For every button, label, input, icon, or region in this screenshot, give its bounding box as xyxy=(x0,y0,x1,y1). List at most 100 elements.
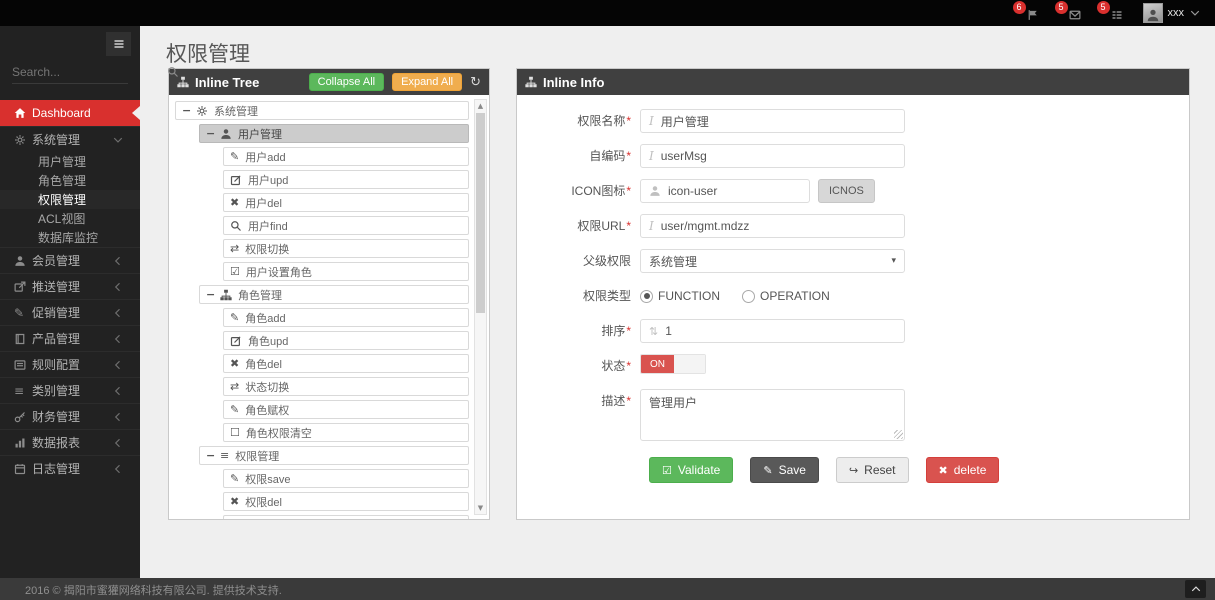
refresh-icon[interactable]: ↻ xyxy=(470,74,481,90)
tree-row[interactable]: ☑ 用户设置角色 xyxy=(223,262,469,281)
sidebar-item-push[interactable]: 推送管理 xyxy=(0,273,140,299)
field-label: ICON图标* xyxy=(571,184,631,198)
notification-group: 6 5 5 xyxy=(1012,1,1123,21)
chevron-left-icon xyxy=(112,463,130,475)
tree-row[interactable]: ⇄ 状态切换 xyxy=(223,377,469,396)
parent-select[interactable]: 系统管理 ▾ xyxy=(640,249,905,273)
sidebar-subitem[interactable]: 用户管理 xyxy=(38,155,87,169)
sort-input[interactable]: ⇅ 1 xyxy=(640,319,905,343)
sidebar-item-product[interactable]: 产品管理 xyxy=(0,325,140,351)
user-menu[interactable]: xxx xyxy=(1142,3,1202,23)
home-icon xyxy=(14,107,32,119)
tree-row-label: 提交校验 xyxy=(248,517,292,520)
sidebar-item-log[interactable]: 日志管理 xyxy=(0,455,140,481)
inline-tree-panel: Inline Tree Collapse All Expand All ↻ − 系… xyxy=(168,68,490,520)
sidebar-item-report[interactable]: 数据报表 xyxy=(0,429,140,455)
tree-row[interactable]: − ≡ 权限管理 xyxy=(199,446,469,465)
sidebar-item-system[interactable]: 系统管理 xyxy=(0,126,140,152)
search-input[interactable] xyxy=(12,64,167,79)
radio-label: OPERATION xyxy=(760,289,830,303)
tree-row-label: 权限切换 xyxy=(245,243,290,256)
sidebar-toggle-button[interactable] xyxy=(106,32,131,56)
sidebar-item-label: 类别管理 xyxy=(32,384,81,398)
expand-all-button[interactable]: Expand All xyxy=(392,73,463,91)
sidebar-item-promo[interactable]: ✎ 促销管理 xyxy=(0,299,140,325)
field-row-code: 自编码* I userMsg xyxy=(517,144,1189,168)
sidebar-subitem[interactable]: 权限管理 xyxy=(0,190,140,209)
tree-row[interactable]: − 系统管理 xyxy=(175,101,469,120)
top-bar: 6 5 5 xxx xyxy=(0,0,1215,26)
notification-flag-icon[interactable]: 6 xyxy=(1012,1,1039,21)
sidebar-item-member[interactable]: 会员管理 xyxy=(0,247,140,273)
tree-row-label: 用户find xyxy=(248,220,288,233)
scrollbar-down-arrow[interactable]: ▼ xyxy=(477,504,484,512)
x-icon: ✖ xyxy=(230,357,240,370)
tree-row[interactable]: 提交校验 xyxy=(223,515,469,519)
tree-row[interactable]: 用户find xyxy=(223,216,469,235)
icon-input[interactable]: icon-user xyxy=(640,179,810,203)
sidebar-subitem[interactable]: 数据库监控 xyxy=(38,231,99,245)
radio-dot[interactable] xyxy=(742,289,755,303)
url-input[interactable]: I user/mgmt.mdzz xyxy=(640,214,905,238)
sidebar-item-label: 会员管理 xyxy=(32,254,81,268)
tree-expander[interactable]: − xyxy=(206,288,216,301)
field-row-sort: 排序* ⇅ 1 xyxy=(517,319,1189,343)
flag-icon xyxy=(1027,9,1039,21)
sidebar-subitem[interactable]: ACL视图 xyxy=(38,212,86,226)
status-toggle[interactable]: ON xyxy=(640,354,706,374)
name-input[interactable]: I 用户管理 xyxy=(640,109,905,133)
sidebar-item-finance[interactable]: 财务管理 xyxy=(0,403,140,429)
delete-button[interactable]: ✖ delete xyxy=(925,457,1000,483)
required-asterisk: * xyxy=(626,184,631,198)
required-asterisk: * xyxy=(626,114,631,128)
tree-row[interactable]: − 用户管理 xyxy=(199,124,469,143)
sidebar-item-dashboard[interactable]: Dashboard xyxy=(0,100,140,126)
tree-row[interactable]: − 角色管理 xyxy=(199,285,469,304)
tree-row[interactable]: 角色upd xyxy=(223,331,469,350)
scrollbar-thumb[interactable] xyxy=(476,113,485,313)
icnos-button[interactable]: ICNOS xyxy=(818,179,875,203)
tree-row[interactable]: ☐ 角色权限清空 xyxy=(223,423,469,442)
name-value: 用户管理 xyxy=(660,114,709,129)
tree-row[interactable]: ✖ 权限del xyxy=(223,492,469,511)
list-alt-icon xyxy=(14,359,32,371)
code-input[interactable]: I userMsg xyxy=(640,144,905,168)
scrollbar-up-arrow[interactable]: ▲ xyxy=(477,102,484,110)
tree-row[interactable]: ⇄ 权限切换 xyxy=(223,239,469,258)
radio-function[interactable]: FUNCTION xyxy=(640,289,720,303)
tree-row[interactable]: ✎ 权限save xyxy=(223,469,469,488)
info-panel-header: Inline Info xyxy=(517,69,1189,95)
sidebar-item-rules[interactable]: 规则配置 xyxy=(0,351,140,377)
tree-row[interactable]: ✖ 角色del xyxy=(223,354,469,373)
validate-button[interactable]: ☑ Validate xyxy=(649,457,734,483)
radio-operation[interactable]: OPERATION xyxy=(742,289,830,303)
tree-scrollbar[interactable]: ▲ ▼ xyxy=(474,99,487,515)
tree-row[interactable]: 用户upd xyxy=(223,170,469,189)
hamburger-icon xyxy=(113,38,125,50)
radio-dot[interactable] xyxy=(640,289,653,303)
tree-row[interactable]: ✖ 用户del xyxy=(223,193,469,212)
sidebar-item-category[interactable]: ≡ 类别管理 xyxy=(0,377,140,403)
tree-body: − 系统管理 − 用户管理 ✎ 用户add 用户upd ✖ 用户del 用户find ⇄ 权限切换 ☑ 用… xyxy=(169,95,489,519)
tree-expander[interactable]: − xyxy=(182,104,192,117)
description-textarea[interactable]: 管理用户 xyxy=(640,389,905,441)
notification-envelope-icon[interactable]: 5 xyxy=(1054,1,1081,21)
back-to-top-button[interactable] xyxy=(1185,580,1206,598)
tree-expander[interactable]: − xyxy=(206,127,216,140)
pencil-icon: ✎ xyxy=(230,311,240,324)
edit-icon xyxy=(230,519,242,520)
book-icon xyxy=(14,333,32,345)
save-button[interactable]: ✎ Save xyxy=(750,457,819,483)
collapse-all-button[interactable]: Collapse All xyxy=(308,73,385,91)
sidebar-item-label: 系统管理 xyxy=(32,133,81,147)
sidebar-subitem[interactable]: 角色管理 xyxy=(38,174,87,188)
reset-button[interactable]: ↪ Reset xyxy=(835,457,909,483)
tree-expander[interactable]: − xyxy=(206,449,216,462)
tree-row[interactable]: ✎ 角色add xyxy=(223,308,469,327)
bars-icon: ≡ xyxy=(14,383,25,398)
pencil-icon: ✎ xyxy=(230,472,240,485)
tree-row[interactable]: ✎ 用户add xyxy=(223,147,469,166)
notification-tasks-icon[interactable]: 5 xyxy=(1096,1,1123,21)
tree-row[interactable]: ✎ 角色赋权 xyxy=(223,400,469,419)
chevron-left-icon xyxy=(112,437,130,449)
